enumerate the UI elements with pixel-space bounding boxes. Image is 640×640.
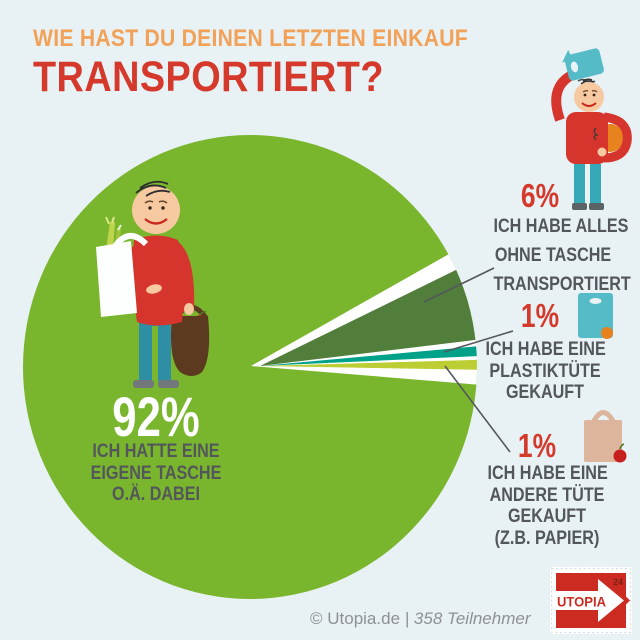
shopper-hair (135, 180, 171, 197)
pct-no-bag: 6% (520, 177, 560, 214)
shopper-shoe-right (158, 380, 179, 388)
basket (171, 316, 210, 376)
shopper-head (132, 186, 180, 234)
pct-own-bag: 92% (112, 385, 200, 448)
pct-paper: 1% (517, 427, 557, 464)
juggler-shoe-right (589, 203, 604, 210)
juggler-head (574, 82, 604, 112)
stamp-arrow-icon (556, 579, 624, 622)
paper-bag-icon (584, 410, 627, 463)
title-line-2: TRANSPORTIERT? (33, 53, 384, 101)
footer-credit: © Utopia.de | 358 Teilnehmer (310, 609, 530, 629)
juggler-illustration (551, 48, 632, 210)
leader-line-plastic (443, 330, 514, 353)
leader-line-no-bag (423, 267, 495, 303)
pie-slice-2 (260, 338, 477, 366)
footer-divider: | (404, 609, 410, 628)
label-plastic: ICH HABE EINE PLASTIKTÜTE GEKAUFT (485, 339, 606, 403)
juggler-sweater (566, 112, 608, 164)
apple-icon (613, 449, 627, 463)
shopper-hand-basket (184, 303, 194, 315)
juggler-shoe-left (572, 203, 587, 210)
utopia-stamp-logo: UTOPIA 24 (550, 567, 632, 634)
stamp-badge: 24 (613, 577, 623, 587)
label-no-bag: ICH HABE ALLES OHNE TASCHE TRANSPORTIERT (493, 216, 631, 295)
label-own-bag: ICH HATTE EINE EIGENE TASCHE O.Ä. DABEI (90, 441, 222, 505)
label-paper: ICH HABE EINE ANDERE TÜTE GEKAUFT (Z.B. … (487, 463, 608, 549)
shopper-sweater (132, 235, 184, 326)
title-line-1: WIE HAST DU DEINEN LETZTEN EINKAUF (33, 25, 468, 52)
orange-icon (601, 327, 613, 339)
juggler-jug (562, 48, 604, 81)
participants-count: 358 Teilnehmer (413, 609, 531, 628)
shopper-shoe-left (133, 380, 154, 388)
pie-slice-1 (260, 234, 477, 366)
pct-plastic: 1% (520, 297, 560, 334)
plastic-bag-icon (578, 293, 613, 339)
leader-lines (423, 267, 514, 453)
tote-bag (96, 241, 137, 317)
shopper-illustration (96, 180, 210, 388)
leader-line-paper (444, 365, 511, 453)
copyright-text: © Utopia.de (310, 609, 401, 628)
shopper-hand-belly (146, 284, 162, 294)
stamp-logo-text: UTOPIA (557, 594, 606, 610)
pie-slice-3 (260, 357, 477, 372)
